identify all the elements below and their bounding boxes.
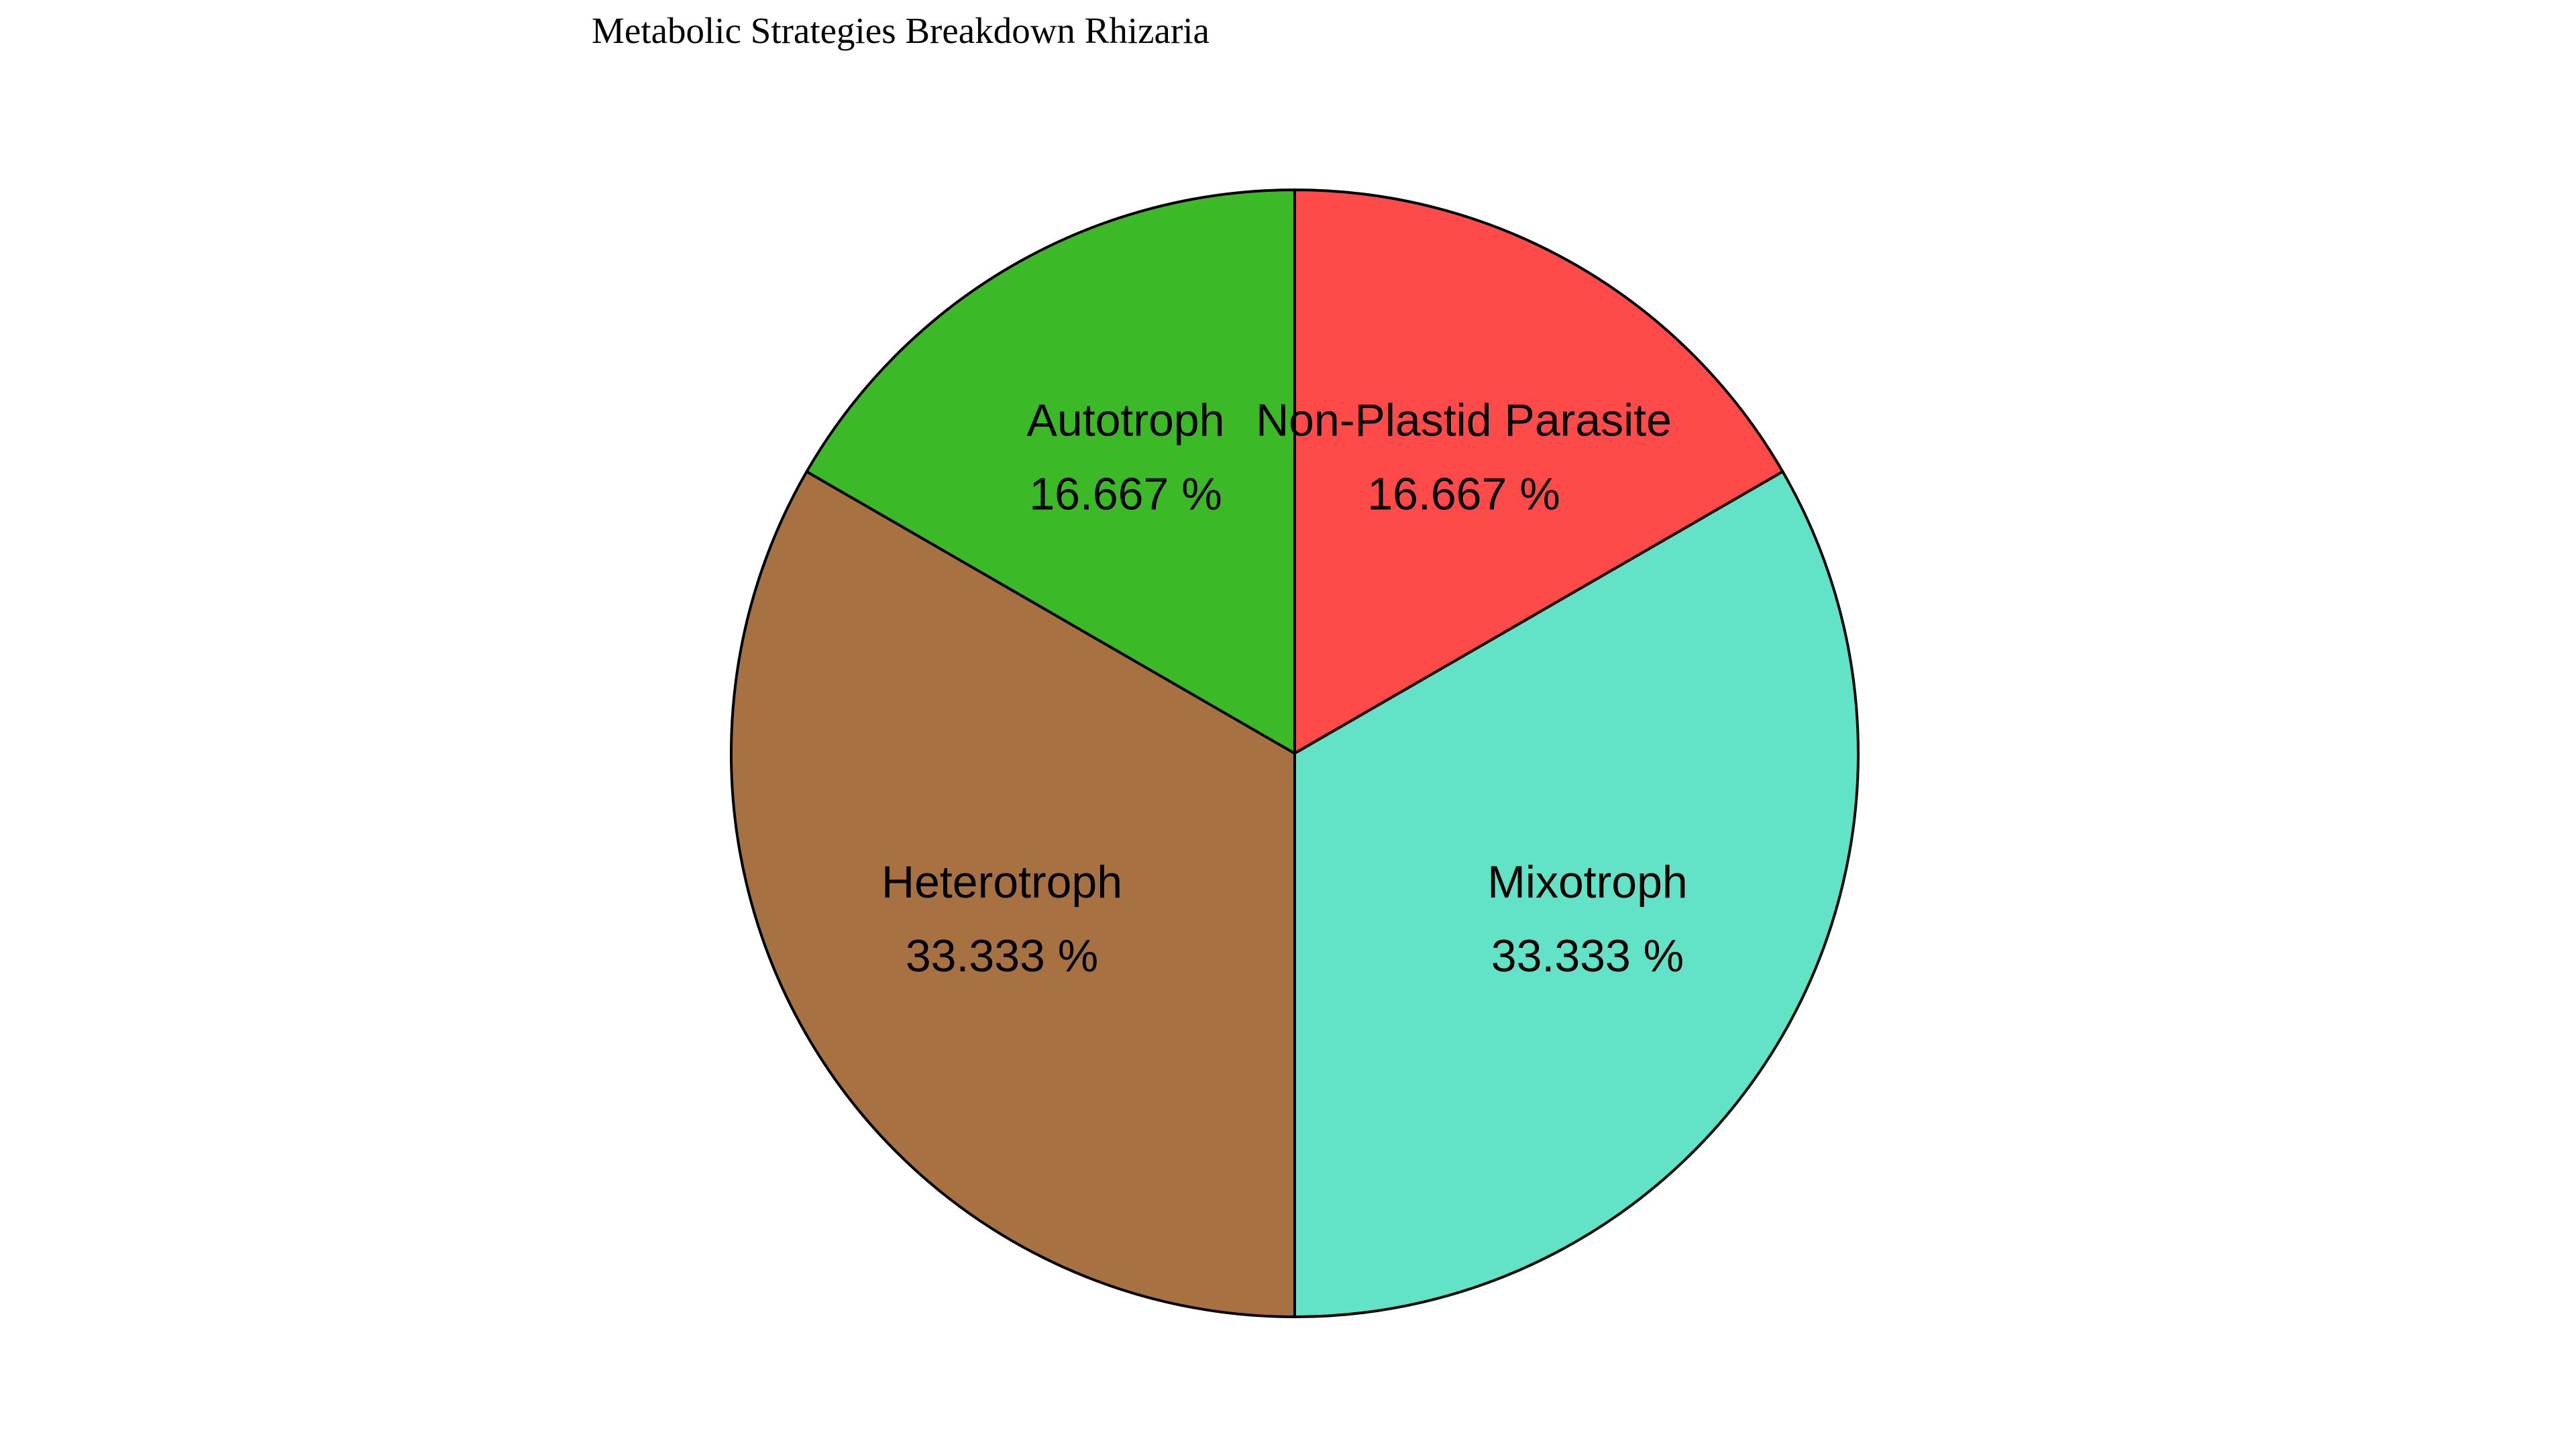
slice-percent-heterotroph: 33.333 % bbox=[906, 930, 1098, 981]
pie-slice-heterotroph bbox=[730, 470, 1296, 1318]
pie-slice-non-plastid-parasite bbox=[1293, 189, 1784, 755]
slice-label-mixotroph: Mixotroph bbox=[1487, 857, 1688, 908]
pie-slice-mixotroph bbox=[1293, 470, 1860, 1318]
slice-label-non-plastid-parasite: Non-Plastid Parasite bbox=[1256, 394, 1672, 445]
slice-label-autotroph: Autotroph bbox=[1027, 394, 1225, 445]
pie-slice-autotroph bbox=[805, 189, 1296, 755]
slice-label-heterotroph: Heterotroph bbox=[881, 857, 1122, 908]
chart-title: Metabolic Strategies Breakdown Rhizaria bbox=[592, 10, 1210, 51]
slice-percent-non-plastid-parasite: 16.667 % bbox=[1367, 468, 1560, 519]
slice-percent-mixotroph: 33.333 % bbox=[1491, 930, 1684, 981]
slice-percent-autotroph: 16.667 % bbox=[1029, 468, 1222, 519]
